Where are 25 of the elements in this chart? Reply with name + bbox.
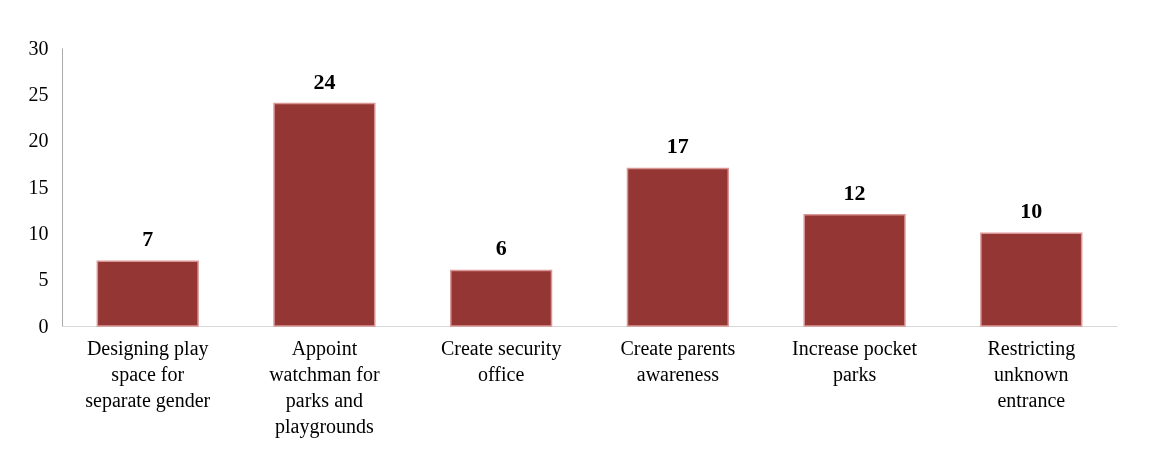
y-tick-label: 0: [38, 314, 49, 337]
x-tick-label: Designing play space for separate gender: [85, 336, 211, 412]
data-label: 6: [495, 235, 507, 261]
bar: [96, 260, 199, 327]
x-tick-label: Create security office: [440, 336, 562, 385]
x-tick-label: Restricting unknown entrance: [987, 336, 1076, 411]
data-label: 7: [142, 226, 154, 252]
x-tick-label: Create parents awareness: [620, 336, 736, 385]
data-label: 24: [313, 68, 336, 94]
bar: [273, 102, 376, 327]
bar: [803, 214, 906, 327]
data-label: 10: [1020, 198, 1043, 224]
x-tick-label: Appoint watchman for parks and playgrounds: [269, 336, 381, 438]
y-tick-label: 10: [28, 221, 49, 244]
data-label: 17: [666, 133, 689, 159]
x-tick-label: Increase pocket parks: [792, 336, 918, 386]
data-label: 12: [843, 179, 866, 205]
y-tick-label: 25: [28, 82, 49, 105]
bar: [980, 232, 1083, 327]
bar: [450, 269, 553, 327]
y-tick-label: 15: [28, 175, 49, 198]
bar: [626, 167, 729, 327]
y-tick-label: 5: [38, 268, 49, 291]
y-tick-label: 30: [28, 36, 49, 59]
y-tick-label: 20: [28, 129, 49, 152]
